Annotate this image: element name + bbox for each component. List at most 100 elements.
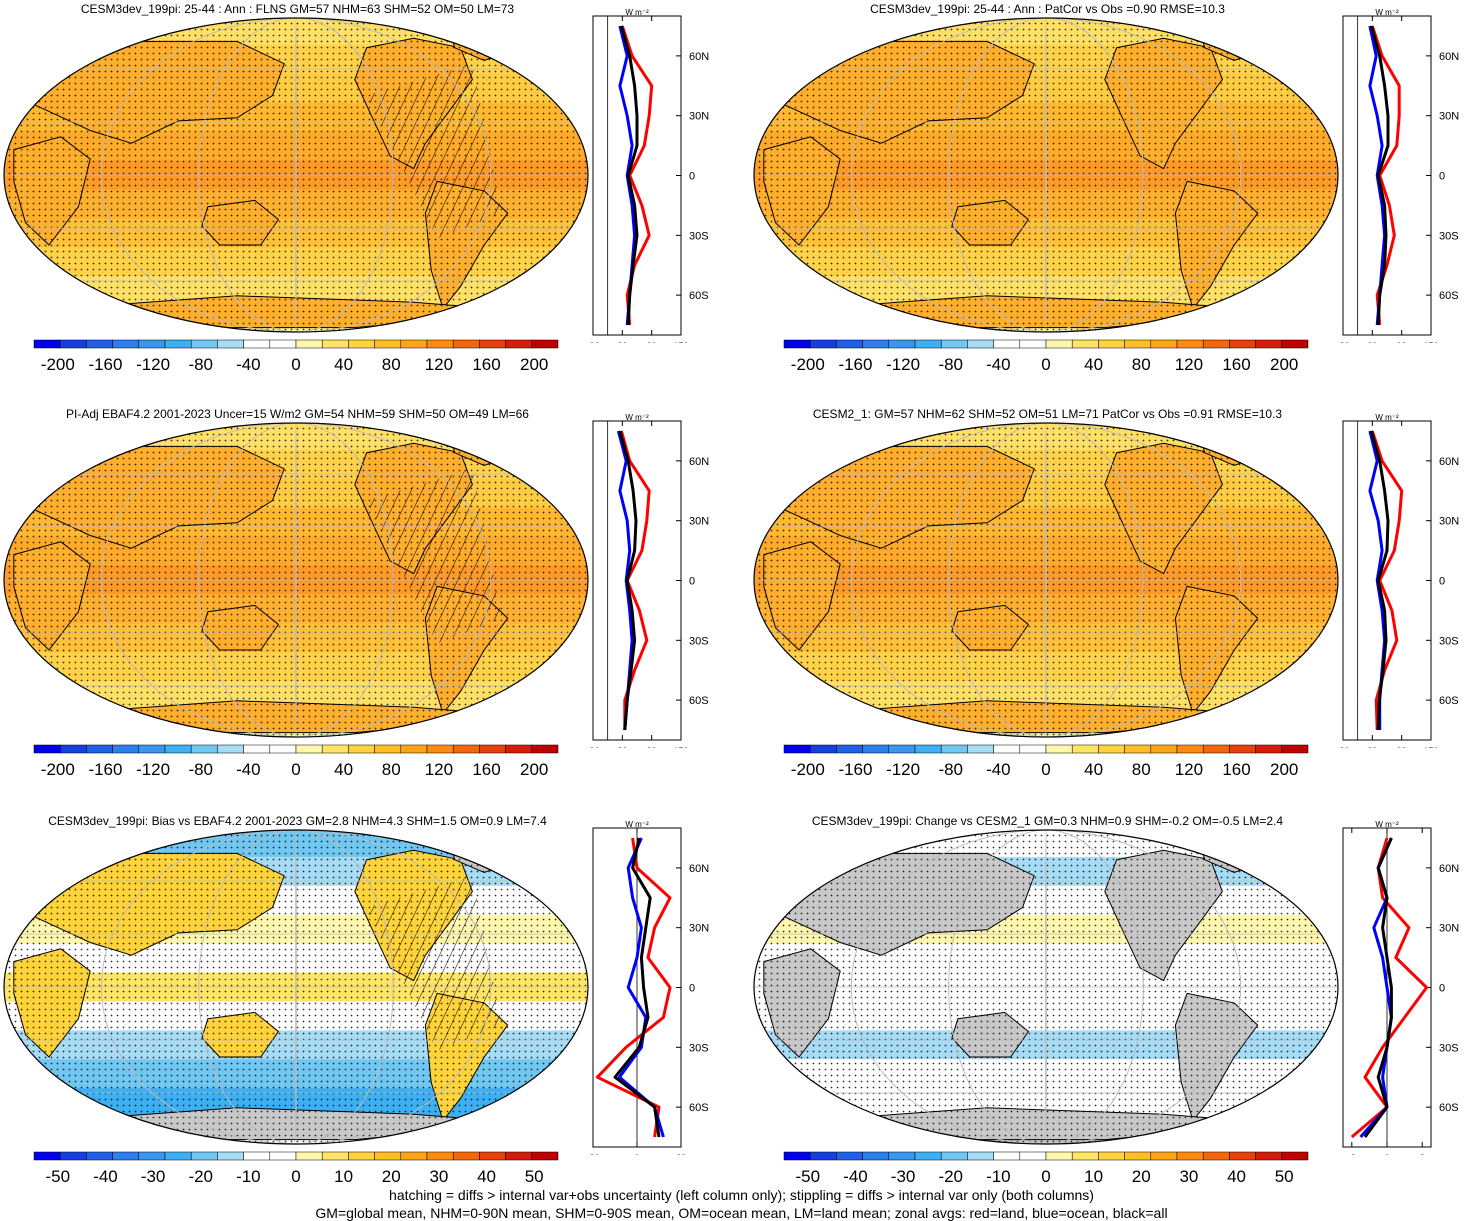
zonal-average-plot: -30 30 90 150 W m⁻² 60N 30N 0 30S 60S bbox=[1336, 8, 1459, 343]
colorbar-swatch bbox=[164, 744, 192, 754]
colorbar-tick-label: 120 bbox=[425, 355, 453, 374]
colorbar-swatch bbox=[217, 1151, 244, 1161]
map-border bbox=[753, 17, 1339, 333]
colorbar-tick-label: -160 bbox=[88, 355, 122, 374]
colorbar-swatch bbox=[967, 339, 994, 349]
zonal-series-all bbox=[1369, 430, 1390, 731]
colorbar: -50 -40 -30 -20 -10 0 10 20 30 40 50 bbox=[783, 1151, 1309, 1186]
colorbar-tick-label: 160 bbox=[472, 355, 500, 374]
colorbar-tick-label: -40 bbox=[236, 760, 261, 779]
colorbar-swatch bbox=[243, 339, 271, 349]
map-field bbox=[4, 18, 588, 332]
colorbar-swatch bbox=[1124, 744, 1152, 754]
colorbar-swatch bbox=[1202, 1151, 1230, 1161]
colorbar-tick-label: 200 bbox=[1270, 355, 1298, 374]
colorbar-tick-label: -40 bbox=[93, 1167, 118, 1186]
zonal-average-plot: -30 30 90 150 W m⁻² 60N 30N 0 30S 60S bbox=[586, 413, 709, 748]
lat-tick-label: 30N bbox=[1439, 111, 1459, 123]
colorbar-swatch bbox=[426, 744, 454, 754]
colorbar-tick-label: -160 bbox=[88, 760, 122, 779]
colorbar-tick-label: 20 bbox=[382, 1167, 401, 1186]
colorbar-swatch bbox=[348, 339, 375, 349]
map-field bbox=[4, 830, 588, 1144]
colorbar-tick-label: -200 bbox=[41, 760, 75, 779]
colorbar-swatch bbox=[862, 744, 890, 754]
colorbar-swatch bbox=[479, 1151, 506, 1161]
zonal-xtick-label: -30 bbox=[586, 341, 599, 343]
colorbar-tick-label: 80 bbox=[1132, 760, 1151, 779]
colorbar-swatch bbox=[1281, 744, 1309, 754]
colorbar-swatch bbox=[967, 744, 994, 754]
zonal-series-land bbox=[1350, 837, 1429, 1139]
colorbar-tick-label: -40 bbox=[986, 355, 1011, 374]
lat-tick-label: 60N bbox=[1439, 51, 1459, 63]
zonal-series-ocean bbox=[617, 837, 665, 1138]
lat-tick-label: 60N bbox=[689, 863, 709, 875]
zonal-series-all bbox=[1369, 25, 1390, 326]
zonal-series-all bbox=[613, 837, 661, 1138]
colorbar-swatch bbox=[1229, 744, 1256, 754]
colorbar-swatch bbox=[243, 1151, 271, 1161]
colorbar-tick-label: -80 bbox=[188, 760, 213, 779]
zonal-xtick-label: 150 bbox=[1423, 341, 1438, 343]
colorbar-swatch bbox=[374, 339, 402, 349]
map-panel: CESM2_1: GM=57 NHM=62 SHM=52 OM=51 LM=71… bbox=[750, 405, 1483, 805]
colorbar-tick-label: 0 bbox=[1041, 355, 1050, 374]
colorbar-tick-label: 30 bbox=[1179, 1167, 1198, 1186]
colorbar-swatch bbox=[321, 339, 349, 349]
lat-tick-label: 30N bbox=[1439, 516, 1459, 528]
colorbar-swatch bbox=[1229, 339, 1256, 349]
lat-tick-label: 30S bbox=[689, 635, 709, 647]
lat-tick-label: 30S bbox=[1439, 635, 1459, 647]
colorbar-swatch bbox=[321, 744, 349, 754]
lat-tick-label: 30S bbox=[1439, 1042, 1459, 1054]
colorbar-swatch bbox=[914, 1151, 942, 1161]
colorbar-swatch bbox=[452, 744, 480, 754]
colorbar-tick-label: 160 bbox=[472, 760, 500, 779]
colorbar-tick-label: 200 bbox=[520, 355, 548, 374]
colorbar-swatch bbox=[940, 339, 968, 349]
colorbar-tick-label: 10 bbox=[1084, 1167, 1103, 1186]
panel-title: CESM3dev_199pi: 25-44 : Ann : FLNS GM=57… bbox=[80, 2, 515, 16]
colorbar-swatch bbox=[1071, 1151, 1099, 1161]
colorbar-tick-label: 40 bbox=[1084, 760, 1103, 779]
map-border bbox=[3, 422, 589, 738]
lat-tick-label: 60S bbox=[689, 695, 709, 707]
colorbar-swatch bbox=[505, 744, 533, 754]
colorbar-swatch bbox=[1281, 1151, 1309, 1161]
colorbar-swatch bbox=[452, 339, 480, 349]
colorbar-tick-label: -200 bbox=[791, 760, 825, 779]
map-panel: CESM3dev_199pi: 25-44 : Ann : FLNS GM=57… bbox=[0, 0, 733, 400]
map-panel: CESM3dev_199pi: Bias vs EBAF4.2 2001-202… bbox=[0, 812, 733, 1212]
colorbar-swatch bbox=[914, 744, 942, 754]
colorbar-tick-label: 0 bbox=[291, 760, 300, 779]
zonal-series-land bbox=[595, 837, 672, 1138]
lat-tick-label: 0 bbox=[1439, 576, 1445, 588]
colorbar: -200 -160 -120 -80 -40 0 40 80 120 160 200 bbox=[33, 744, 559, 779]
colorbar-swatch bbox=[1202, 339, 1230, 349]
colorbar-tick-label: 200 bbox=[520, 760, 548, 779]
colorbar-swatch bbox=[888, 744, 916, 754]
zonal-average-plot: -8 0 8 W m⁻² 60N 30N 0 30S 60S bbox=[1342, 820, 1459, 1155]
panel-title: CESM3dev_199pi: 25-44 : Ann : PatCor vs … bbox=[870, 2, 1225, 16]
colorbar-tick-label: 120 bbox=[1175, 355, 1203, 374]
zonal-xtick-label: 8 bbox=[1420, 1153, 1425, 1155]
colorbar-swatch bbox=[164, 1151, 192, 1161]
colorbar-tick-label: 160 bbox=[1222, 355, 1250, 374]
lat-tick-label: 30N bbox=[689, 111, 709, 123]
colorbar-tick-label: 40 bbox=[477, 1167, 496, 1186]
robinson-map bbox=[753, 17, 1339, 333]
colorbar-tick-label: 0 bbox=[291, 355, 300, 374]
colorbar-swatch bbox=[59, 744, 87, 754]
colorbar-swatch bbox=[993, 744, 1021, 754]
colorbar-tick-label: 0 bbox=[1041, 760, 1050, 779]
colorbar-tick-label: -160 bbox=[838, 355, 872, 374]
colorbar-tick-label: 20 bbox=[1132, 1167, 1151, 1186]
lat-tick-label: 60S bbox=[1439, 290, 1459, 302]
colorbar-swatch bbox=[269, 1151, 297, 1161]
colorbar-swatch bbox=[967, 1151, 994, 1161]
zonal-series-all bbox=[618, 430, 638, 731]
map-field bbox=[754, 423, 1338, 737]
colorbar-swatch bbox=[531, 339, 559, 349]
panel-title: CESM3dev_199pi: Bias vs EBAF4.2 2001-202… bbox=[48, 814, 547, 828]
